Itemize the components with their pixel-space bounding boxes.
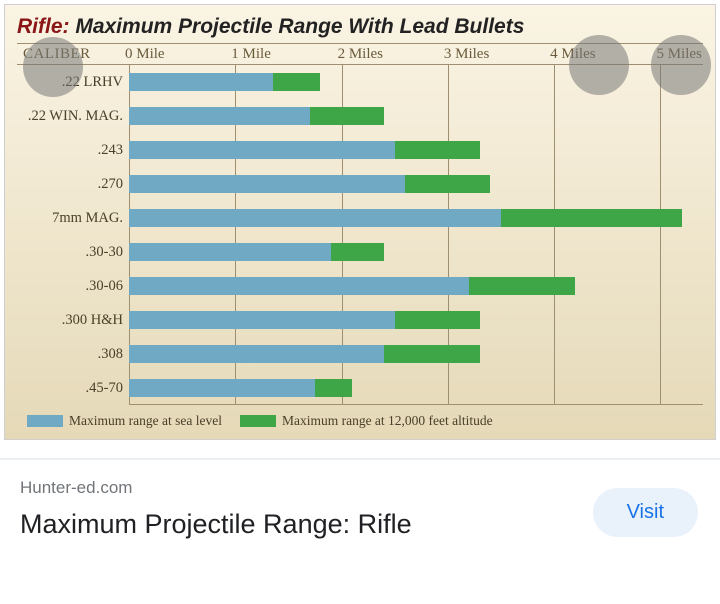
- chart-title-prefix: Rifle:: [17, 15, 70, 38]
- visit-button[interactable]: Visit: [593, 488, 698, 537]
- bar-row: [129, 371, 703, 405]
- overlay-circle: [569, 35, 629, 95]
- bar-row: [129, 303, 703, 337]
- result-source: Hunter-ed.com: [20, 478, 700, 498]
- x-tick-label: 1 Mile: [231, 46, 271, 63]
- caliber-label: .243: [17, 133, 129, 167]
- bar-sea-level: [129, 379, 315, 397]
- bar-altitude: [310, 107, 384, 125]
- bar-row: [129, 167, 703, 201]
- bar-sea-level: [129, 141, 395, 159]
- bar-altitude: [395, 311, 480, 329]
- legend: Maximum range at sea level Maximum range …: [17, 405, 703, 431]
- legend-label: Maximum range at 12,000 feet altitude: [282, 413, 493, 429]
- bar-altitude: [331, 243, 384, 261]
- bar-row: [129, 337, 703, 371]
- caliber-label: .308: [17, 337, 129, 371]
- bar-altitude: [469, 277, 575, 295]
- caliber-label: .30-06: [17, 269, 129, 303]
- caliber-label: 7mm MAG.: [17, 201, 129, 235]
- chart-card: Rifle: Maximum Projectile Range With Lea…: [4, 4, 716, 440]
- caliber-label: .45-70: [17, 371, 129, 405]
- bar-altitude: [384, 345, 480, 363]
- overlay-circle: [651, 35, 711, 95]
- bar-sea-level: [129, 73, 273, 91]
- x-tick-label: 2 Miles: [338, 46, 383, 63]
- bar-altitude: [405, 175, 490, 193]
- legend-label: Maximum range at sea level: [69, 413, 222, 429]
- bar-row: [129, 235, 703, 269]
- caliber-label: .22 WIN. MAG.: [17, 99, 129, 133]
- bar-sea-level: [129, 175, 405, 193]
- bar-sea-level: [129, 345, 384, 363]
- x-tick-label: 3 Miles: [444, 46, 489, 63]
- bars-area: [129, 65, 703, 405]
- bar-altitude: [501, 209, 682, 227]
- legend-item: Maximum range at 12,000 feet altitude: [240, 413, 493, 429]
- bar-row: [129, 201, 703, 235]
- chart-title-rest: Maximum Projectile Range With Lead Bulle…: [70, 15, 525, 38]
- chart-body: CALIBER .22 LRHV.22 WIN. MAG..243.2707mm…: [17, 43, 703, 405]
- legend-swatch: [27, 415, 63, 427]
- search-result[interactable]: Hunter-ed.com Maximum Projectile Range: …: [0, 460, 720, 542]
- bar-row: [129, 269, 703, 303]
- y-axis: CALIBER .22 LRHV.22 WIN. MAG..243.2707mm…: [17, 43, 129, 405]
- x-tick-label: 0 Mile: [125, 46, 165, 63]
- caliber-label: .270: [17, 167, 129, 201]
- bar-sea-level: [129, 107, 310, 125]
- caliber-label: .30-30: [17, 235, 129, 269]
- legend-item: Maximum range at sea level: [27, 413, 222, 429]
- plot-area: 0 Mile1 Mile2 Miles3 Miles4 Miles5 Miles: [129, 43, 703, 405]
- overlay-circle: [23, 37, 83, 97]
- bar-sea-level: [129, 209, 501, 227]
- bar-row: [129, 133, 703, 167]
- bar-sea-level: [129, 277, 469, 295]
- bar-altitude: [315, 379, 352, 397]
- caliber-label: .300 H&H: [17, 303, 129, 337]
- bar-altitude: [395, 141, 480, 159]
- bar-row: [129, 99, 703, 133]
- legend-swatch: [240, 415, 276, 427]
- bar-sea-level: [129, 243, 331, 261]
- bar-altitude: [273, 73, 321, 91]
- bar-sea-level: [129, 311, 395, 329]
